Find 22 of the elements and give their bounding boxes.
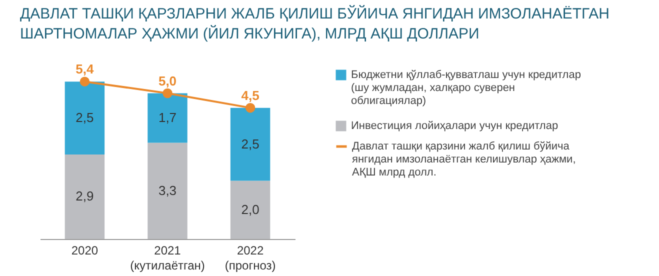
data-label: 5,0 — [158, 73, 177, 88]
legend-label: Бюджетни қўллаб-қувватлаш учун кредитлар (шу жумладан, халқаро суверен облигациялар) — [351, 69, 581, 107]
data-label: 3,3 — [158, 182, 177, 198]
data-label: 2,0 — [241, 202, 260, 217]
bar — [148, 142, 188, 239]
data-label: 2,5 — [241, 136, 260, 152]
legend-label: Давлат ташқи қарзини жалб қилиш бўйича янгидан имзоланаётган келишувлар ҳажми, АҚШ млрд долл. — [352, 140, 576, 178]
x-tick-label: 2022 (прогноз) — [224, 244, 276, 272]
data-label: 5,4 — [76, 62, 95, 77]
bar — [64, 154, 105, 239]
text: ДАВЛАТ ТАШҚИ ҚАРЗЛАРНИ ЖАЛБ ҚИЛИШ БЎЙИЧА ЯНГИДАН ИМЗОЛАНАЁТГАН ШАРТНОМАЛАР ҲАЖМИ (ЙИЛ ЯКУНИГА), МЛРД АҚШ ДОЛЛАРИ — [20, 4, 610, 43]
x-tick-label: 2020 — [71, 244, 98, 258]
data-label: 4,5 — [241, 88, 260, 103]
bar — [64, 82, 105, 154]
bar — [230, 108, 270, 181]
bar — [148, 93, 188, 143]
x-tick-label: 2021 (кутилаётган) — [130, 244, 205, 272]
bar — [230, 180, 270, 239]
legend-label: Инвестиция лойиҳалари учун кредитлар — [351, 120, 558, 132]
data-label: 2,9 — [76, 188, 94, 204]
data-label: 2,5 — [76, 110, 94, 126]
data-label: 1,7 — [158, 110, 177, 126]
